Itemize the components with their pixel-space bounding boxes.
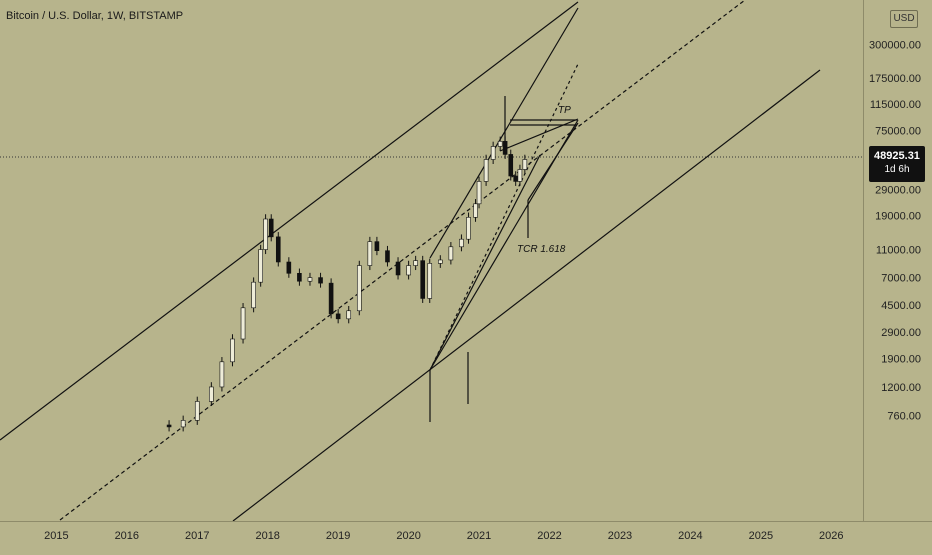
candle-body bbox=[367, 241, 373, 266]
chart-title: Bitcoin / U.S. Dollar, 1W, BITSTAMP bbox=[6, 10, 184, 22]
candle-body bbox=[209, 386, 214, 402]
bar-countdown: 1d 6h bbox=[884, 164, 910, 175]
channel-mid-line bbox=[59, 0, 746, 521]
candle-body bbox=[230, 338, 235, 363]
candle-body bbox=[420, 260, 425, 299]
candle-body bbox=[413, 260, 418, 266]
price-tick-label: 75000.00 bbox=[875, 126, 921, 138]
candle-body bbox=[166, 424, 172, 428]
time-tick-label: 2021 bbox=[467, 530, 491, 542]
candle-body bbox=[427, 263, 433, 299]
tcr-label: TCR 1.618 bbox=[517, 244, 566, 255]
candle-body bbox=[335, 313, 341, 320]
price-tick-label: 19000.00 bbox=[875, 211, 921, 223]
channel-upper-line bbox=[0, 1, 579, 441]
time-tick-label: 2016 bbox=[115, 530, 139, 542]
time-tick-label: 2024 bbox=[678, 530, 702, 542]
fork-upper-line bbox=[429, 7, 579, 259]
candle-body bbox=[406, 265, 411, 276]
fork-mid-dashed-line bbox=[429, 63, 579, 371]
candle-body bbox=[459, 238, 464, 248]
wedge-top-line bbox=[499, 118, 579, 152]
price-tick-label: 29000.00 bbox=[875, 184, 921, 196]
tp-label: TP bbox=[558, 105, 571, 116]
exchange-label: BITSTAMP bbox=[128, 10, 184, 22]
candle-body bbox=[385, 250, 390, 263]
candle-body bbox=[346, 310, 352, 320]
time-tick-label: 2017 bbox=[185, 530, 209, 542]
candle-body bbox=[219, 361, 225, 388]
channel-lower-line bbox=[232, 69, 821, 522]
candle-body bbox=[517, 169, 523, 182]
candle-body bbox=[483, 159, 489, 182]
price-tick-label: 1200.00 bbox=[881, 382, 921, 394]
price-tick-label: 7000.00 bbox=[881, 273, 921, 285]
candle-body bbox=[466, 217, 471, 240]
price-tick-label: 2900.00 bbox=[881, 327, 921, 339]
price-tick-label: 300000.00 bbox=[869, 40, 921, 52]
candle-body bbox=[268, 218, 274, 238]
candle-body bbox=[490, 146, 496, 160]
candle-body bbox=[497, 141, 503, 147]
time-tick-label: 2019 bbox=[326, 530, 350, 542]
time-tick-label: 2020 bbox=[396, 530, 420, 542]
time-tick-label: 2022 bbox=[537, 530, 561, 542]
time-axis[interactable] bbox=[0, 521, 932, 551]
candle-body bbox=[356, 265, 362, 312]
time-tick-label: 2026 bbox=[819, 530, 843, 542]
last-price-value: 48925.31 bbox=[874, 150, 920, 162]
candle-body bbox=[258, 249, 263, 283]
candle-body bbox=[502, 141, 508, 155]
last-price-label: 48925.31 1d 6h bbox=[869, 146, 925, 182]
price-axis[interactable] bbox=[863, 0, 932, 521]
symbol-name: Bitcoin / U.S. Dollar bbox=[6, 10, 101, 22]
candle-body bbox=[374, 241, 380, 251]
candle-body bbox=[508, 154, 514, 177]
price-tick-label: 1900.00 bbox=[881, 353, 921, 365]
price-tick-label: 11000.00 bbox=[876, 245, 921, 257]
candle-body bbox=[438, 259, 443, 264]
price-tick-label: 115000.00 bbox=[870, 99, 921, 111]
candle-body bbox=[286, 261, 292, 274]
price-tick-label: 760.00 bbox=[887, 410, 921, 422]
candle-body bbox=[263, 218, 268, 250]
candle-body bbox=[297, 273, 302, 282]
candle-body bbox=[240, 307, 246, 340]
candle-body bbox=[180, 420, 186, 428]
candle-body bbox=[395, 261, 401, 276]
candle-body bbox=[328, 282, 334, 315]
price-tick-label: 4500.00 bbox=[881, 300, 921, 312]
time-tick-label: 2018 bbox=[255, 530, 279, 542]
wedge-bottom-line bbox=[527, 122, 579, 201]
time-tick-label: 2015 bbox=[44, 530, 68, 542]
candle-body bbox=[476, 181, 482, 205]
candle-body bbox=[251, 281, 256, 309]
currency-badge[interactable]: USD bbox=[890, 10, 918, 28]
candle-body bbox=[513, 175, 518, 182]
candle-body bbox=[318, 277, 323, 284]
time-tick-label: 2023 bbox=[608, 530, 632, 542]
candle-body bbox=[448, 246, 454, 261]
time-tick-label: 2025 bbox=[749, 530, 773, 542]
candle-body bbox=[307, 277, 313, 282]
candle-body bbox=[522, 159, 528, 170]
rising-support-line bbox=[429, 154, 541, 371]
price-tick-label: 175000.00 bbox=[869, 73, 921, 85]
candle-body bbox=[194, 401, 200, 421]
candle-body bbox=[275, 236, 281, 263]
interval-label: 1W bbox=[106, 10, 123, 22]
candle-body bbox=[473, 203, 478, 218]
